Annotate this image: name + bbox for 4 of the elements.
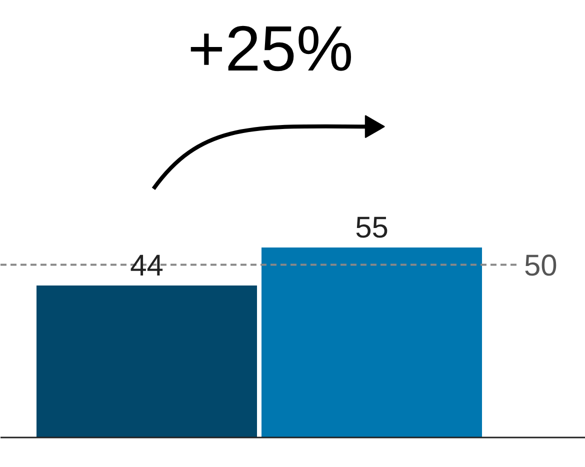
ref-line-label: 50 <box>524 249 558 282</box>
data-label: 44 <box>130 250 164 282</box>
data-label: 55 <box>355 212 388 244</box>
text: +25% <box>188 12 354 84</box>
